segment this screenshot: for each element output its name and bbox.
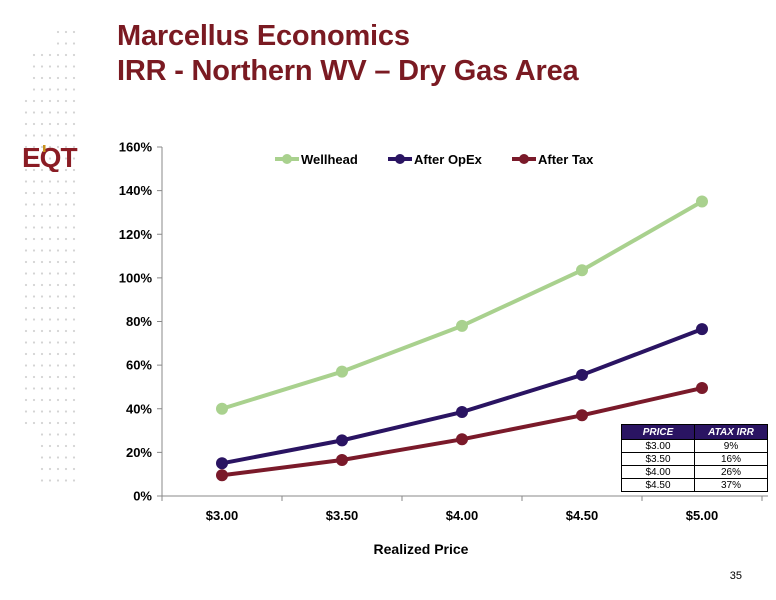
y-tick-label: 80% — [126, 314, 152, 329]
page-subtitle: IRR - Northern WV – Dry Gas Area — [117, 55, 579, 87]
data-point — [696, 323, 708, 336]
legend-swatch-marker — [282, 154, 292, 164]
data-point — [336, 365, 348, 378]
x-tick-label: $4.00 — [446, 508, 479, 523]
table-cell-irr: 26% — [694, 465, 768, 479]
data-point — [216, 457, 228, 470]
page-number: 35 — [729, 570, 742, 582]
page-title: Marcellus Economics — [117, 20, 410, 52]
table-cell-price: $4.50 — [621, 478, 695, 492]
table-cell-price: $3.50 — [621, 452, 695, 466]
legend-item-wellhead: Wellhead — [275, 152, 358, 167]
table-row: $4.50 37% — [621, 478, 768, 492]
table-header-price: PRICE — [621, 424, 695, 440]
y-tick-label: 120% — [119, 227, 153, 242]
legend-swatch-marker — [395, 154, 405, 164]
atax-irr-table: PRICE ATAX IRR $3.00 9% $3.50 16% $4.00 … — [621, 424, 768, 492]
legend-item-after-tax: After Tax — [512, 152, 594, 167]
data-point — [576, 368, 588, 381]
data-point — [576, 264, 588, 277]
table-cell-irr: 16% — [694, 452, 768, 466]
data-point — [696, 195, 708, 208]
table-cell-price: $4.00 — [621, 465, 695, 479]
x-tick-label: $5.00 — [686, 508, 719, 523]
series-after-tax — [216, 382, 708, 482]
legend-swatch-marker — [519, 154, 529, 164]
data-point — [336, 454, 348, 467]
y-tick-label: 140% — [119, 183, 153, 198]
series-line — [221, 199, 703, 411]
table-row: $3.00 9% — [621, 439, 768, 453]
data-point — [696, 382, 708, 395]
eqt-logo: EQT — [22, 142, 84, 177]
legend-label: Wellhead — [301, 152, 358, 167]
x-tick-label: $3.50 — [326, 508, 359, 523]
table-header-row: PRICE ATAX IRR — [621, 424, 768, 440]
table-row: $4.00 26% — [621, 465, 768, 479]
series-wellhead — [216, 195, 708, 415]
data-point — [456, 433, 468, 446]
data-point — [216, 402, 228, 415]
x-tick-label: $3.00 — [206, 508, 239, 523]
y-tick-label: 20% — [126, 445, 152, 460]
y-tick-label: 160% — [119, 140, 153, 155]
data-point — [576, 409, 588, 422]
legend-label: After Tax — [538, 152, 594, 167]
table-header-atax-irr: ATAX IRR — [694, 424, 768, 440]
table-cell-price: $3.00 — [621, 439, 695, 453]
y-tick-label: 100% — [119, 270, 153, 285]
svg-text:EQT: EQT — [22, 142, 77, 172]
x-tick-label: $4.50 — [566, 508, 599, 523]
series-after-opex — [216, 323, 708, 470]
legend-label: After OpEx — [414, 152, 483, 167]
table-cell-irr: 37% — [694, 478, 768, 492]
data-point — [216, 469, 228, 482]
y-tick-label: 40% — [126, 401, 152, 416]
data-point — [456, 406, 468, 419]
table-row: $3.50 16% — [621, 452, 768, 466]
data-point — [456, 319, 468, 332]
y-tick-label: 60% — [126, 358, 152, 373]
table-cell-irr: 9% — [694, 439, 768, 453]
x-axis-label: Realized Price — [374, 541, 469, 557]
legend-item-after-opex: After OpEx — [388, 152, 483, 167]
y-tick-label: 0% — [133, 489, 152, 504]
data-point — [336, 434, 348, 447]
